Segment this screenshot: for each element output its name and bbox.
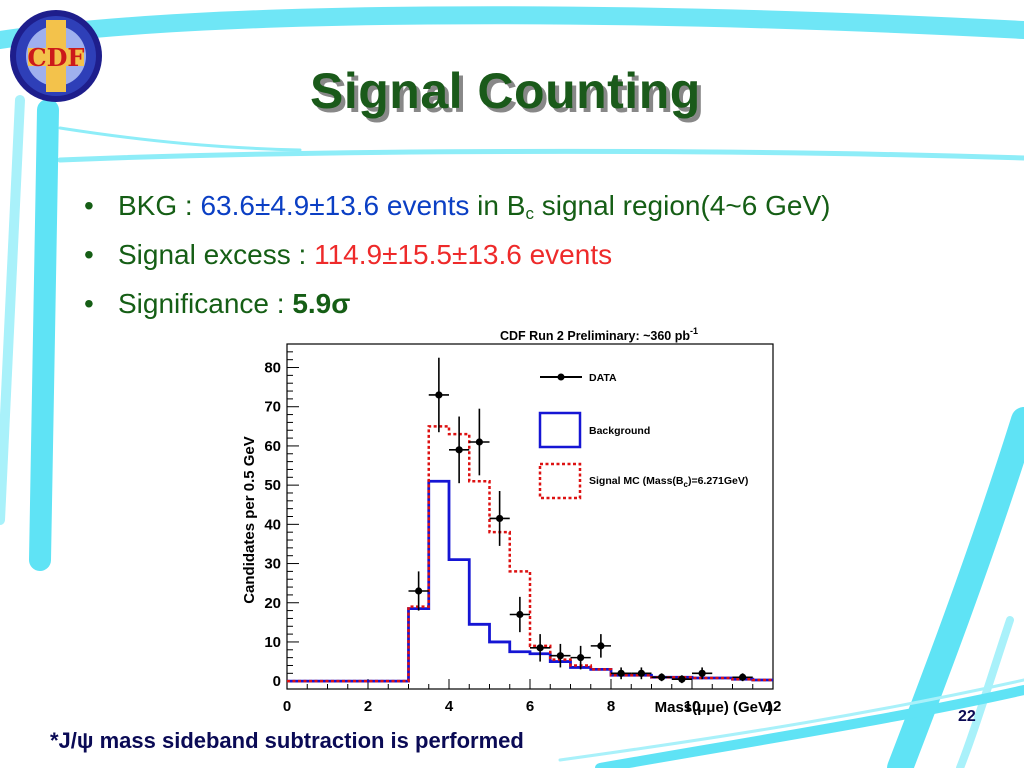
data-point xyxy=(651,673,672,682)
x-tick-label: 10 xyxy=(684,698,701,715)
x-tick-label: 6 xyxy=(526,698,534,715)
bullet-signal-excess: Signal excess : 114.9±15.5±13.6 events xyxy=(80,235,830,284)
y-tick-label: 20 xyxy=(264,595,281,612)
bkg-label: BKG : xyxy=(118,190,201,221)
data-point xyxy=(550,643,571,668)
data-point xyxy=(692,667,713,680)
data-point xyxy=(570,645,591,670)
data-point xyxy=(449,416,470,484)
bkg-region-subscript: c xyxy=(525,204,534,223)
bullet-bkg: BKG : 63.6±4.9±13.6 events in Bc signal … xyxy=(80,186,830,235)
bullet-significance: Significance : 5.9σ xyxy=(80,284,830,333)
bkg-value: 63.6±4.9±13.6 events xyxy=(200,190,470,221)
y-tick-label: 80 xyxy=(264,360,281,377)
bkg-region-text: in B xyxy=(469,190,526,221)
background-histogram xyxy=(287,479,773,683)
y-tick-label: 0 xyxy=(273,673,281,690)
bkg-region-range: signal region(4~6 GeV) xyxy=(533,190,831,221)
x-tick-label: 12 xyxy=(765,698,782,715)
excess-label: Signal excess : xyxy=(118,239,315,270)
data-point xyxy=(489,491,510,546)
slide-title: Signal Counting xyxy=(310,63,701,119)
legend-background-box xyxy=(538,411,582,449)
legend-background-label: Background xyxy=(589,425,650,437)
data-point xyxy=(611,667,632,680)
x-axis-label: Mass(μμe) (GeV) xyxy=(655,699,773,716)
data-point xyxy=(509,596,530,633)
data-point xyxy=(671,675,692,684)
data-point xyxy=(530,634,551,662)
x-tick-label: 0 xyxy=(283,698,291,715)
chart-title: CDF Run 2 Preliminary: ~360 pb-1 xyxy=(500,326,698,343)
legend-signal-box xyxy=(538,462,582,500)
y-tick-label: 50 xyxy=(264,477,281,494)
y-tick-label: 30 xyxy=(264,556,281,573)
legend-data-label: DATA xyxy=(589,372,617,384)
data-point xyxy=(590,634,611,658)
excess-value: 114.9±15.5±13.6 events xyxy=(314,239,613,270)
plot-frame xyxy=(286,343,774,690)
x-tick-label: 4 xyxy=(445,698,454,715)
y-tick-label: 40 xyxy=(264,516,281,533)
y-axis-label: Candidates per 0.5 GeV xyxy=(241,436,258,604)
page-number: 22 xyxy=(958,708,976,725)
x-tick-label: 2 xyxy=(364,698,372,715)
bullet-list: BKG : 63.6±4.9±13.6 events in Bc signal … xyxy=(80,186,830,333)
y-tick-label: 10 xyxy=(264,634,281,651)
data-point xyxy=(732,673,753,682)
significance-value: 5.9σ xyxy=(292,288,351,319)
logo-text: CDF xyxy=(28,43,85,72)
legend: DATA Background Signal MC (Mass(Bc)=6.27… xyxy=(538,372,748,500)
x-tick-label: 8 xyxy=(607,698,615,715)
y-tick-label: 70 xyxy=(264,399,281,416)
signal-mc-histogram xyxy=(287,425,773,683)
data-point xyxy=(428,357,449,433)
data-point xyxy=(631,667,652,680)
data-point xyxy=(469,408,490,476)
y-tick-label: 60 xyxy=(264,438,281,455)
cdf-logo: CDF xyxy=(10,10,102,102)
footnote: *J/ψ mass sideband subtraction is perfor… xyxy=(50,728,524,753)
legend-data-marker xyxy=(557,373,565,381)
mass-histogram-chart: CDF Run 2 Preliminary: ~360 pb-1 Candida… xyxy=(241,326,782,716)
legend-signal-label: Signal MC (Mass(Bc)=6.271GeV) xyxy=(589,475,748,489)
data-point xyxy=(408,571,429,611)
significance-label: Significance : xyxy=(118,288,293,319)
